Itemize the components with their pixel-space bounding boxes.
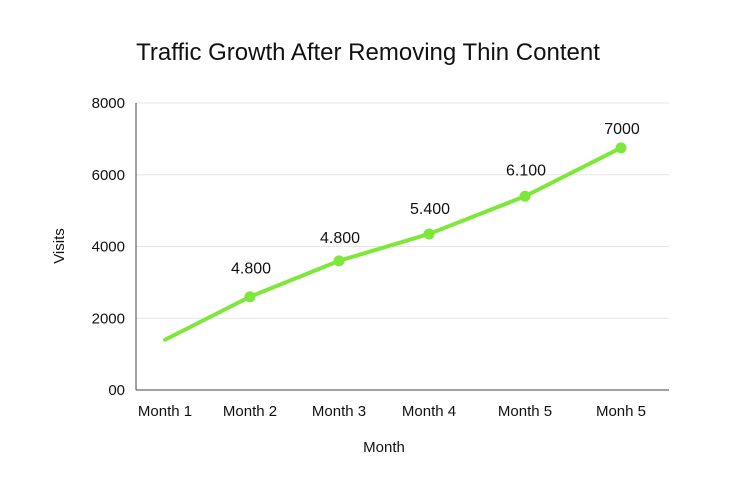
data-label: 4.800 <box>231 261 271 278</box>
y-tick-label: 6000 <box>92 167 125 184</box>
data-point <box>519 190 531 202</box>
series-layer <box>163 142 627 342</box>
label-layer: 4.800 4.800 5.400 6.100 7000 <box>231 121 640 278</box>
y-tick-label: 2000 <box>92 310 125 327</box>
grid-layer <box>136 102 669 319</box>
data-label: 5.400 <box>410 201 450 218</box>
data-point <box>423 228 435 240</box>
x-tick-label: Month 4 <box>402 403 456 420</box>
data-label: 4.800 <box>320 230 360 247</box>
x-tick-label: Monh 5 <box>596 403 646 420</box>
data-point <box>333 255 345 267</box>
x-tick-label: Month 2 <box>223 403 277 420</box>
y-tick-label: 4000 <box>92 239 125 256</box>
data-point <box>244 291 256 303</box>
data-label: 6.100 <box>506 162 546 179</box>
y-tick-label: 00 <box>108 382 125 399</box>
x-tick-label: Month 5 <box>498 403 552 420</box>
series-line <box>163 145 623 342</box>
chart-title: Traffic Growth After Removing Thin Conte… <box>136 39 600 66</box>
x-tick-label: Month 1 <box>138 403 192 420</box>
x-tick-label: Month 3 <box>312 403 366 420</box>
y-axis-label: Visits <box>51 228 68 264</box>
data-label: 7000 <box>604 121 640 138</box>
data-point <box>615 142 627 154</box>
axis-layer: 00 2000 4000 6000 8000 Month 1 Month 2 Month 3 M… <box>92 95 669 420</box>
x-axis-label: Month <box>363 439 405 456</box>
y-tick-label: 8000 <box>92 95 125 112</box>
